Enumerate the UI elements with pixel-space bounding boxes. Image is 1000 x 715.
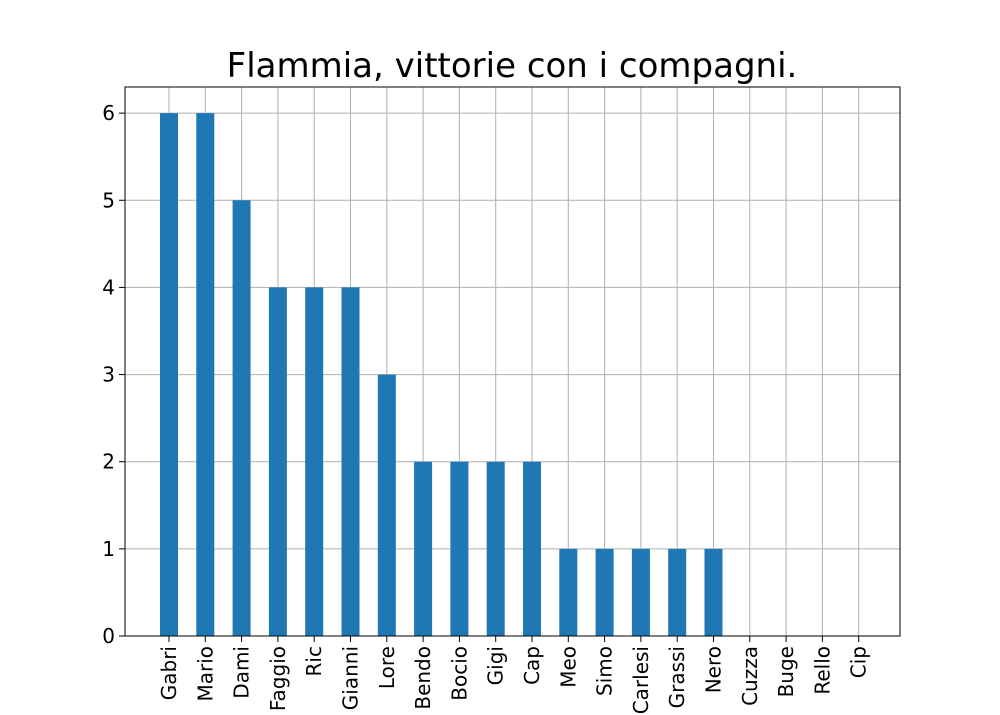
y-tick-label: 6 xyxy=(102,101,115,125)
bar-meo xyxy=(559,548,578,636)
x-tick-label: Lore xyxy=(375,646,399,689)
x-tick-label: Rello xyxy=(810,646,834,695)
y-axis-ticks: 0 1 2 3 4 5 6 xyxy=(102,101,125,648)
x-tick-label: Gigi xyxy=(484,646,508,685)
x-tick-label: Meo xyxy=(556,646,580,688)
chart-title: Flammia, vittorie con i compagni. xyxy=(227,46,798,86)
axes xyxy=(124,86,901,637)
x-tick-label: Bendo xyxy=(411,646,435,710)
x-tick-label: Dami xyxy=(230,646,254,699)
y-tick-label: 1 xyxy=(102,537,115,561)
x-tick-label: Gianni xyxy=(339,646,363,710)
x-tick-label: Carlesi xyxy=(629,646,653,714)
bar-mario xyxy=(196,113,215,636)
y-tick-label: 4 xyxy=(102,275,115,299)
bar-simo xyxy=(595,548,614,636)
x-tick-label: Cap xyxy=(520,646,544,685)
bar-gigi xyxy=(486,461,505,636)
y-tick-label: 2 xyxy=(102,450,115,474)
bar-grassi xyxy=(668,548,687,636)
bar-bendo xyxy=(414,461,433,636)
bar-lore xyxy=(377,374,396,636)
bar-dami xyxy=(232,200,251,637)
x-tick-label: Cip xyxy=(847,646,871,678)
x-tick-label: Mario xyxy=(193,646,217,702)
bar-gabri xyxy=(160,113,178,636)
bar-nero xyxy=(704,548,723,636)
x-tick-label: Simo xyxy=(593,646,617,696)
y-tick-label: 0 xyxy=(102,624,115,648)
plot-frame xyxy=(124,86,901,637)
bar-gianni xyxy=(341,287,360,636)
x-tick-label: Grassi xyxy=(665,646,689,708)
x-tick-label: Buge xyxy=(774,646,798,697)
x-tick-label: Cuzza xyxy=(738,646,762,706)
x-tick-label: Faggio xyxy=(266,646,290,711)
y-tick-label: 5 xyxy=(102,188,115,212)
y-tick-label: 3 xyxy=(102,363,115,387)
x-axis-ticks: Gabri Mario Dami Faggio Ric Gianni Lore Bendo Bo… xyxy=(157,636,871,714)
x-tick-label: Gabri xyxy=(157,646,181,700)
bar-carlesi xyxy=(631,548,650,636)
x-tick-label: Ric xyxy=(302,646,326,676)
x-tick-label: Bocio xyxy=(447,646,471,701)
bar-cap xyxy=(523,461,541,636)
bars xyxy=(160,113,723,637)
bar-bocio xyxy=(450,461,469,636)
x-tick-label: Nero xyxy=(702,646,726,693)
bar-faggio xyxy=(268,287,287,636)
bar-ric xyxy=(305,287,324,636)
